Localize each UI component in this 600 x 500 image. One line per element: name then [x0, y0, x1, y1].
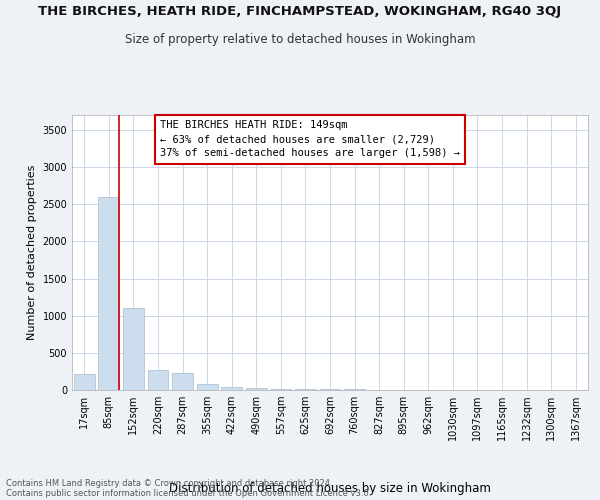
X-axis label: Distribution of detached houses by size in Wokingham: Distribution of detached houses by size …: [169, 482, 491, 495]
Bar: [123, 308, 144, 390]
Bar: [74, 374, 95, 390]
Bar: [221, 386, 242, 390]
Text: THE BIRCHES HEATH RIDE: 149sqm
← 63% of detached houses are smaller (2,729)
37% : THE BIRCHES HEATH RIDE: 149sqm ← 63% of …: [160, 120, 460, 158]
Bar: [197, 384, 218, 390]
Bar: [148, 370, 169, 390]
Bar: [271, 388, 292, 390]
Bar: [98, 197, 119, 390]
Text: Size of property relative to detached houses in Wokingham: Size of property relative to detached ho…: [125, 32, 475, 46]
Bar: [295, 389, 316, 390]
Bar: [246, 388, 267, 390]
Y-axis label: Number of detached properties: Number of detached properties: [27, 165, 37, 340]
Text: Contains public sector information licensed under the Open Government Licence v3: Contains public sector information licen…: [6, 488, 371, 498]
Bar: [172, 374, 193, 390]
Text: THE BIRCHES, HEATH RIDE, FINCHAMPSTEAD, WOKINGHAM, RG40 3QJ: THE BIRCHES, HEATH RIDE, FINCHAMPSTEAD, …: [38, 5, 562, 18]
Text: Contains HM Land Registry data © Crown copyright and database right 2024.: Contains HM Land Registry data © Crown c…: [6, 478, 332, 488]
